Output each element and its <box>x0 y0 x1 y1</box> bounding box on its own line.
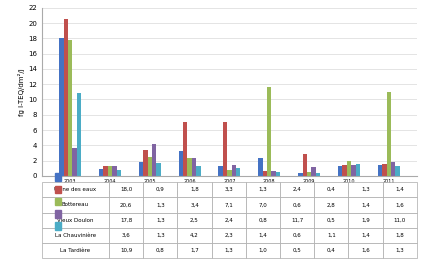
Bar <box>382 164 386 176</box>
Bar <box>64 19 68 176</box>
Bar <box>303 155 307 176</box>
Bar <box>143 150 148 176</box>
Bar <box>77 93 81 176</box>
Bar <box>276 172 280 176</box>
Bar <box>99 169 103 176</box>
Bar <box>351 165 356 176</box>
Bar <box>272 171 276 176</box>
Bar <box>59 38 64 176</box>
Bar <box>117 170 121 176</box>
Bar <box>68 40 72 176</box>
Bar <box>148 157 152 176</box>
Bar <box>227 170 232 176</box>
Bar <box>139 162 143 176</box>
Bar <box>196 166 200 176</box>
Bar <box>236 168 240 176</box>
Bar <box>391 162 395 176</box>
Bar <box>108 166 112 176</box>
Bar <box>179 151 183 176</box>
Bar <box>338 166 342 176</box>
Bar <box>258 158 263 176</box>
Bar <box>395 166 400 176</box>
Bar <box>152 144 156 176</box>
Bar <box>232 165 236 176</box>
Bar <box>307 172 311 176</box>
Bar <box>342 165 347 176</box>
Bar <box>156 163 161 176</box>
Bar <box>311 168 316 176</box>
Bar <box>112 166 117 176</box>
Bar <box>316 173 320 176</box>
Bar <box>347 161 351 176</box>
Bar <box>218 166 223 176</box>
Bar <box>298 173 303 176</box>
Bar <box>356 164 360 176</box>
Bar <box>183 122 187 176</box>
Bar <box>267 86 272 176</box>
Bar <box>223 122 227 176</box>
Bar <box>72 149 77 176</box>
Bar <box>192 158 196 176</box>
Bar <box>187 158 192 176</box>
Bar <box>103 166 108 176</box>
Bar <box>378 165 382 176</box>
Bar <box>386 92 391 176</box>
Bar <box>263 171 267 176</box>
Y-axis label: fg I-TEQ/dm²/J: fg I-TEQ/dm²/J <box>19 68 25 116</box>
